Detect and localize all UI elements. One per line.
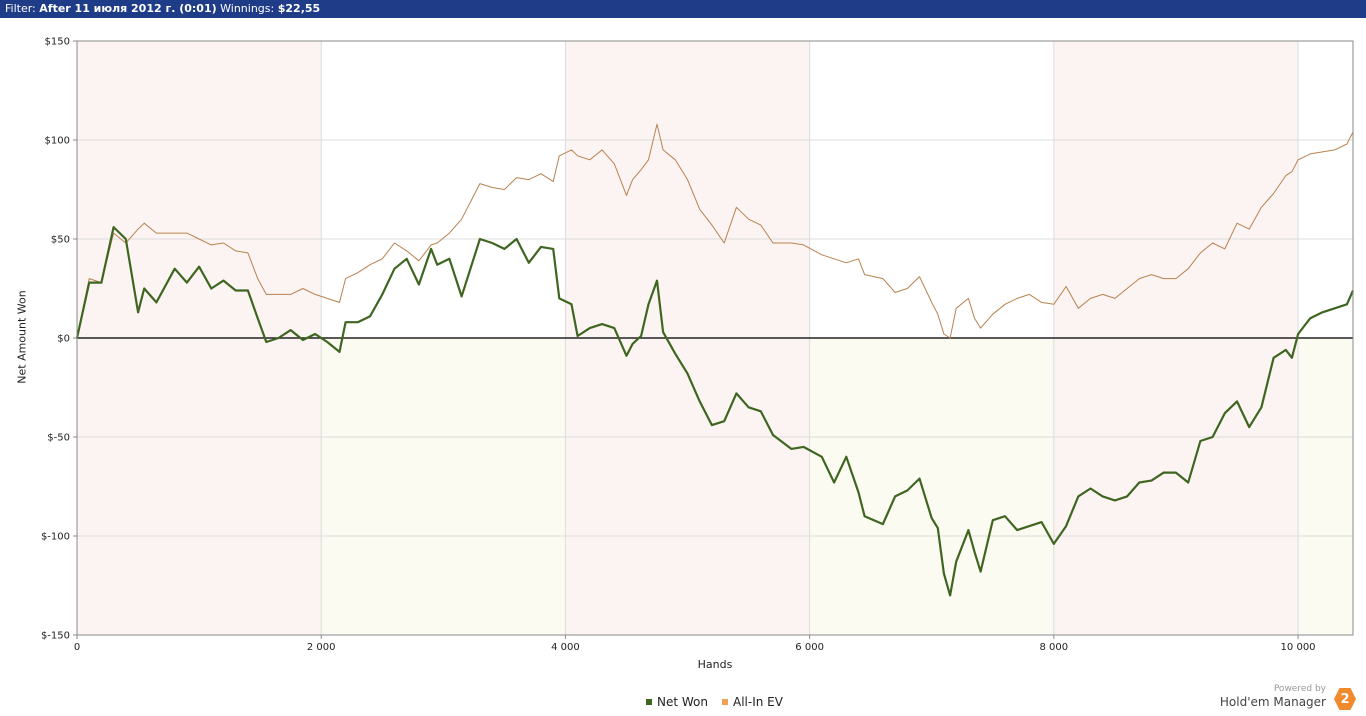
y-tick-label: $-50 [47,433,70,444]
filter-value: After 11 июля 2012 г. (0:01) [39,2,217,15]
band-upper [809,41,1054,338]
brand-name: Hold'em Manager [1219,695,1326,709]
series-line-allin-ev [76,123,1354,339]
x-tick-label: 10 000 [1281,642,1316,653]
y-axis-label: Net Amount Won [15,290,29,384]
y-tick-label: $150 [45,37,70,48]
x-tick-label: 6 000 [795,642,824,653]
y-tick-label: $100 [45,136,70,147]
chart-legend: Net Won All-In EV [646,695,783,709]
hm2-logo-icon: 2 [1334,688,1356,710]
y-tick-label: $-150 [41,631,70,642]
x-axis-label: Hands [697,658,733,671]
filter-label: Filter: [5,2,36,15]
x-tick-label: 4 000 [551,642,580,653]
band-lower [1053,338,1299,635]
legend-item-allin-ev[interactable]: All-In EV [722,695,783,709]
y-axis-ticks: $150 $100 $50 $0 $-50 $-100 $-150 [41,37,77,642]
background-bands [77,41,1353,635]
band-upper [77,41,322,338]
band-lower [565,338,810,635]
powered-by-text: Powered by [1273,684,1326,694]
x-tick-label: 0 [74,642,80,653]
x-tick-label: 2 000 [307,642,336,653]
filter-header-bar: Filter: After 11 июля 2012 г. (0:01) Win… [0,0,1366,18]
series-line-net-won [75,226,1355,597]
winnings-label: Winnings: [220,2,275,15]
band-upper [1053,41,1299,338]
brand-watermark: Powered by Hold'em Manager [1220,684,1326,709]
band-lower [1298,338,1353,635]
legend-label-net-won: Net Won [657,695,708,709]
legend-item-net-won[interactable]: Net Won [646,695,708,709]
band-lower [321,338,566,635]
y-tick-label: $-100 [41,532,70,543]
x-axis-ticks: 0 2 000 4 000 6 000 8 000 10 000 [74,635,1316,653]
y-tick-label: $0 [57,334,70,345]
y-tick-label: $50 [51,235,70,246]
legend-label-allin-ev: All-In EV [733,695,783,709]
legend-swatch-net-won [646,699,652,705]
band-lower [77,338,322,635]
series-lines [75,123,1355,597]
legend-swatch-allin-ev [722,699,728,705]
x-tick-label: 8 000 [1040,642,1069,653]
plot-frame [76,40,1354,636]
band-upper [565,41,810,338]
band-upper [321,41,566,338]
band-upper [1298,41,1353,338]
band-lower [809,338,1054,635]
winnings-value: $22,55 [277,2,321,15]
